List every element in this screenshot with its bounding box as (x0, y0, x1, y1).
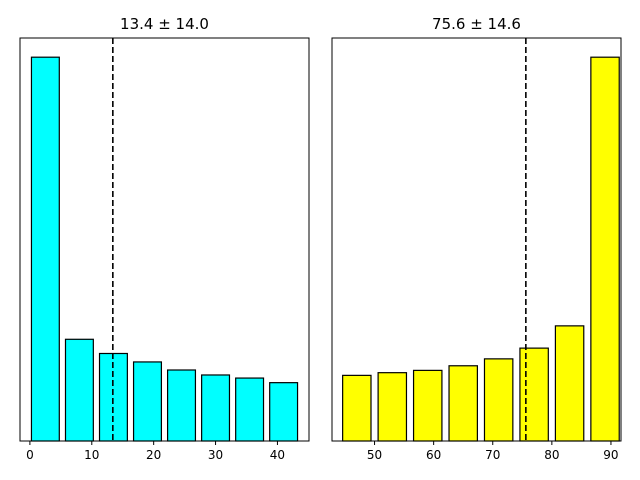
bar (132, 361, 163, 442)
x-tick-label: 0 (26, 448, 34, 462)
x-tick-label: 70 (485, 448, 500, 462)
x-tick-label: 30 (208, 448, 223, 462)
chart-panel-2: 50 60 70 80 90 75.6 ± 14.6 (331, 15, 622, 462)
x-tick-label: 50 (367, 448, 382, 462)
bar (235, 377, 265, 442)
x-tick-label: 90 (603, 448, 618, 462)
bar (30, 56, 60, 442)
bar (201, 374, 231, 442)
bar (554, 325, 585, 442)
x-tick-label: 40 (270, 448, 285, 462)
bar (412, 369, 443, 442)
x-tick-label: 80 (544, 448, 559, 462)
axes-frame (331, 37, 622, 442)
x-tick-label: 10 (84, 448, 99, 462)
bar (269, 382, 299, 442)
chart-title: 75.6 ± 14.6 (432, 15, 521, 33)
bar (64, 338, 94, 442)
axes-frame (19, 37, 310, 442)
bar (590, 56, 620, 442)
chart-title: 13.4 ± 14.0 (120, 15, 209, 33)
bar (448, 365, 478, 442)
bar (166, 369, 197, 442)
bar (377, 372, 408, 442)
x-tick-label: 20 (146, 448, 161, 462)
x-tick-label: 60 (426, 448, 441, 462)
bar (519, 347, 549, 442)
bar (342, 374, 372, 442)
bar (483, 358, 514, 442)
chart-panel-1: 0 10 20 30 40 13.4 ± 14.0 (19, 15, 310, 462)
